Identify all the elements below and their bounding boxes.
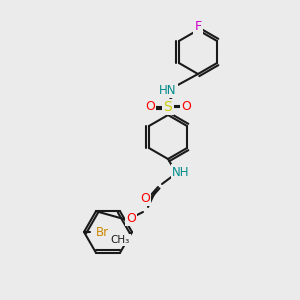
Text: CH₃: CH₃: [110, 235, 130, 245]
Text: O: O: [145, 100, 155, 113]
Text: O: O: [181, 100, 191, 113]
Text: O: O: [126, 212, 136, 224]
Text: O: O: [140, 191, 150, 205]
Text: NH: NH: [172, 166, 190, 178]
Text: HN: HN: [159, 83, 177, 97]
Text: S: S: [164, 100, 172, 114]
Text: Br: Br: [95, 226, 109, 238]
Text: F: F: [194, 20, 202, 32]
